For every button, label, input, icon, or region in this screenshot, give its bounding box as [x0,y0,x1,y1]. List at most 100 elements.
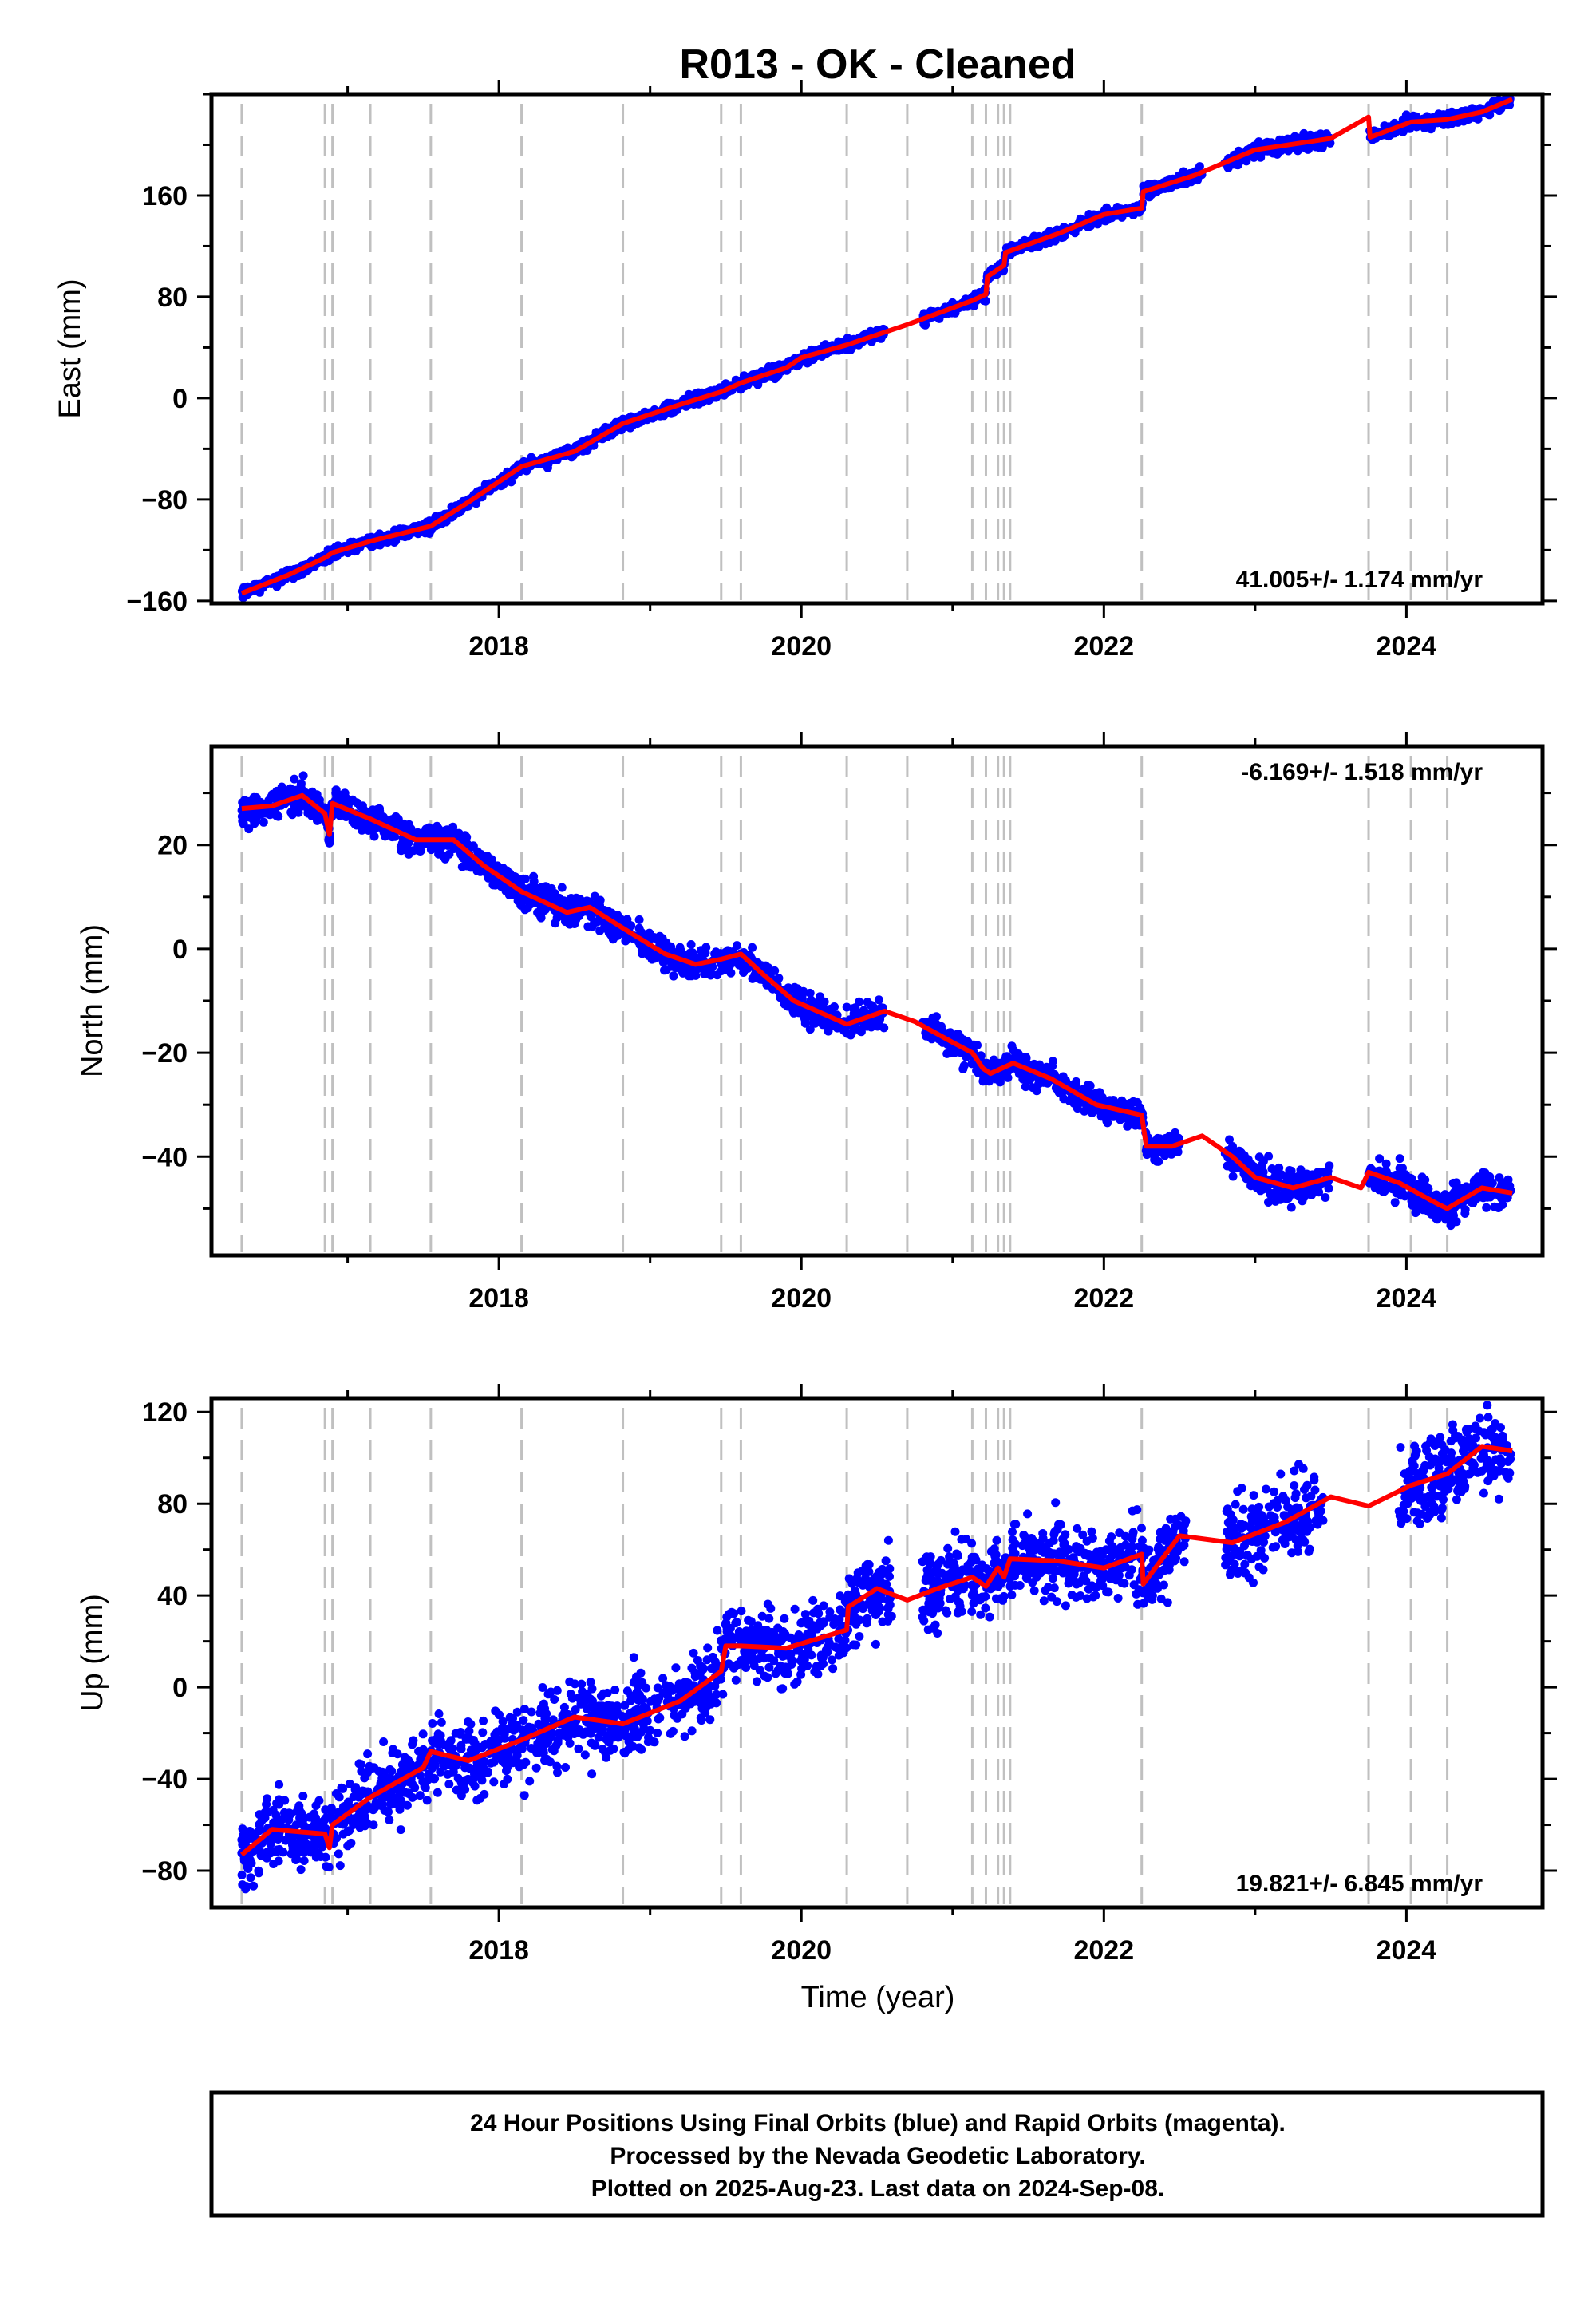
x-tick-label: 2020 [771,631,832,662]
data-point [613,912,622,922]
data-point [685,948,695,958]
data-point [1448,1192,1456,1202]
data-point [1139,181,1148,191]
data-point [713,970,722,980]
data-point [1311,142,1321,152]
data-point [1434,109,1444,119]
data-point [1395,1189,1404,1199]
data-point [489,1777,499,1787]
x-tick-label: 2024 [1377,631,1437,662]
data-point [583,922,593,931]
data-point [367,542,377,551]
data-point [743,963,753,973]
data-point [856,1027,866,1037]
data-point [246,1873,255,1883]
data-point [1312,1186,1321,1196]
data-point [1378,1181,1388,1191]
data-point [733,941,741,951]
data-point [1187,177,1196,187]
data-point [570,899,579,908]
data-point [849,1009,859,1018]
data-point [365,825,375,835]
data-point [713,1626,722,1635]
data-point [1270,1196,1280,1206]
data-point [338,810,348,820]
data-point [1153,1133,1163,1143]
data-point [604,928,614,938]
data-point [638,949,647,958]
data-point [647,954,657,964]
data-point [1460,1205,1470,1215]
data-point [467,862,476,871]
figure-title: R013 - OK - Cleaned [679,41,1076,88]
data-point [689,969,698,978]
data-point [1482,1203,1491,1212]
data-point [275,1780,284,1789]
data-point [313,816,322,825]
data-point [519,874,528,883]
data-point [522,466,531,476]
data-point [662,938,671,947]
data-point [356,817,365,827]
data-point [790,982,800,992]
data-point [369,832,379,841]
data-point [1479,1193,1488,1203]
data-point [1250,1162,1259,1172]
data-point [748,943,757,952]
data-point [1235,1146,1244,1156]
data-point [830,1002,839,1011]
data-point [1298,1196,1307,1206]
data-point [723,946,733,955]
data-point [595,895,605,905]
data-point [963,1037,973,1046]
data-point [1102,203,1112,212]
data-point [774,974,784,983]
data-point [1229,1163,1238,1172]
data-point [1123,1121,1132,1131]
data-point [415,1791,425,1800]
data-point [1395,1154,1404,1164]
data-point [972,1066,982,1076]
data-point [797,990,807,1000]
data-point [671,1663,681,1673]
data-point [240,796,249,805]
data-point [1171,1147,1180,1156]
data-point [634,915,644,924]
data-point [959,1061,969,1070]
data-point [296,779,306,788]
data-point [249,792,259,802]
data-point [541,882,551,891]
data-point [1085,1081,1095,1090]
data-point [484,873,493,883]
data-point [1152,1156,1162,1166]
data-point [1032,1086,1041,1096]
data-point [290,774,299,784]
data-point [843,1029,852,1038]
data-point [932,1012,941,1022]
data-point [764,965,773,974]
data-point [684,389,693,399]
y-tick-label: 0 [172,935,188,965]
data-point [440,826,450,836]
data-point [805,988,815,998]
data-point [515,894,524,903]
data-point [511,872,520,882]
data-point [1143,1148,1152,1158]
data-point [409,846,418,856]
data-point [476,849,486,859]
data-point [565,919,575,929]
y-tick-label: −20 [141,1038,188,1069]
y-tick-label: 0 [172,384,188,414]
x-tick-label: 2020 [771,1283,832,1314]
data-point [1468,1198,1478,1207]
x-tick-label: 2024 [1377,1283,1437,1314]
data-point [557,883,567,892]
data-point [1321,1193,1330,1202]
y-axis-label: East (mm) [53,279,87,418]
data-point [541,891,551,900]
data-point [863,998,872,1007]
data-point [1041,1064,1049,1073]
